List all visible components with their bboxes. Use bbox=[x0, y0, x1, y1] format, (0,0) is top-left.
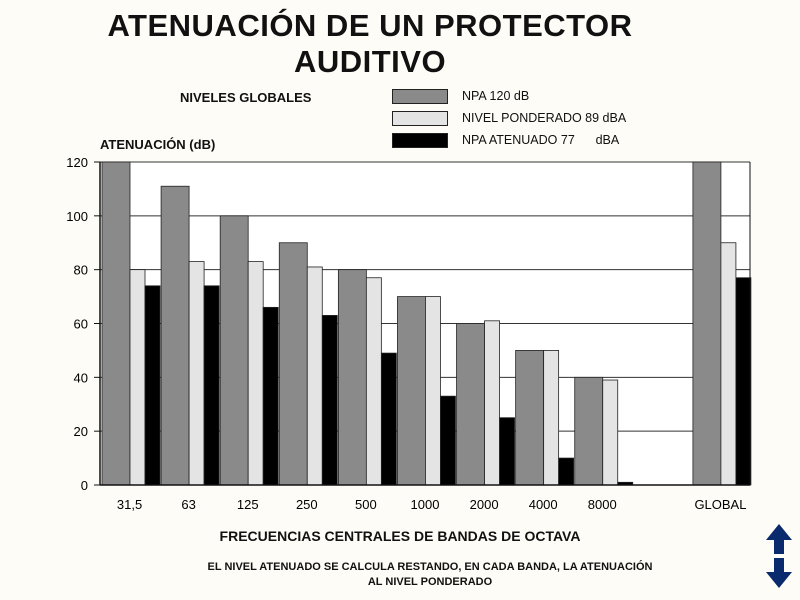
bar-2-2 bbox=[262, 306, 279, 486]
bar-0-5 bbox=[397, 296, 426, 486]
bar-1-3 bbox=[306, 266, 323, 486]
x-tick-label: 4000 bbox=[529, 497, 558, 512]
chart-title-line1: ATENUACIÓN DE UN PROTECTOR bbox=[107, 8, 633, 43]
bar-1-8 bbox=[602, 379, 619, 486]
bar-1-7 bbox=[543, 350, 560, 486]
legend-item-npa: NPA 120 dB bbox=[392, 85, 702, 107]
bar-0-1 bbox=[160, 185, 190, 486]
x-tick-label: 63 bbox=[181, 497, 195, 512]
x-tick-label: GLOBAL bbox=[694, 497, 746, 512]
bar-1-6 bbox=[484, 320, 500, 486]
x-tick-label: 500 bbox=[355, 497, 377, 512]
arrow-up-icon[interactable] bbox=[764, 522, 794, 556]
chart-title: ATENUACIÓN DE UN PROTECTOR AUDITIVO bbox=[60, 8, 680, 80]
bar-1-0 bbox=[129, 269, 146, 486]
y-tick-label: 60 bbox=[74, 317, 88, 332]
slide-navigation bbox=[764, 522, 794, 592]
bar-0-2 bbox=[219, 215, 249, 486]
legend-label-atenuado: NPA ATENUADO 77 dBA bbox=[462, 133, 620, 147]
bar-2-10 bbox=[735, 277, 752, 486]
bar-2-1 bbox=[203, 285, 220, 486]
x-tick-label: 125 bbox=[237, 497, 259, 512]
y-tick-label: 100 bbox=[66, 209, 88, 224]
bar-0-10 bbox=[692, 161, 722, 486]
x-axis-label: FRECUENCIAS CENTRALES DE BANDAS DE OCTAV… bbox=[219, 528, 581, 544]
footnote-line1: EL NIVEL ATENUADO SE CALCULA RESTANDO, E… bbox=[207, 561, 653, 573]
bar-2-3 bbox=[321, 315, 338, 486]
footnote-line2: AL NIVEL PONDERADO bbox=[367, 576, 493, 588]
bar-2-6 bbox=[499, 417, 515, 486]
legend-item-atenuado: NPA ATENUADO 77 dBA bbox=[392, 129, 702, 151]
chart-title-line2: AUDITIVO bbox=[293, 44, 447, 79]
x-tick-label: 31,5 bbox=[117, 497, 142, 512]
bar-2-0 bbox=[144, 285, 161, 486]
legend-swatch-ponderado bbox=[392, 110, 448, 126]
x-tick-label: 250 bbox=[296, 497, 318, 512]
x-tick-label: 2000 bbox=[470, 497, 499, 512]
x-tick-label: 1000 bbox=[411, 497, 440, 512]
y-tick-label: 120 bbox=[66, 155, 88, 170]
y-tick-label: 0 bbox=[81, 478, 88, 493]
y-tick-label: 40 bbox=[74, 370, 88, 385]
legend-label-npa: NPA 120 dB bbox=[462, 89, 530, 103]
legend: NPA 120 dB NIVEL PONDERADO 89 dBA NPA AT… bbox=[392, 85, 702, 151]
legend-group-label: NIVELES GLOBALES bbox=[180, 90, 312, 105]
bar-0-3 bbox=[278, 242, 308, 486]
bar-1-10 bbox=[720, 242, 737, 486]
legend-swatch-npa bbox=[392, 88, 448, 104]
bar-0-4 bbox=[337, 269, 367, 486]
bar-0-8 bbox=[574, 376, 604, 486]
bar-1-1 bbox=[188, 261, 205, 486]
bar-2-7 bbox=[558, 457, 575, 486]
bar-1-4 bbox=[365, 277, 382, 486]
bar-1-5 bbox=[425, 296, 441, 486]
bar-2-5 bbox=[440, 395, 456, 486]
bar-0-6 bbox=[456, 323, 485, 486]
bar-1-2 bbox=[247, 261, 264, 486]
y-tick-label: 80 bbox=[74, 263, 88, 278]
legend-label-ponderado: NIVEL PONDERADO 89 dBA bbox=[462, 111, 627, 125]
legend-item-ponderado: NIVEL PONDERADO 89 dBA bbox=[392, 107, 702, 129]
arrow-down-icon[interactable] bbox=[764, 556, 794, 590]
y-axis-label: ATENUACIÓN (dB) bbox=[100, 137, 216, 152]
x-tick-label: 8000 bbox=[588, 497, 617, 512]
bar-2-4 bbox=[380, 352, 397, 486]
y-tick-label: 20 bbox=[74, 424, 88, 439]
legend-swatch-atenuado bbox=[392, 132, 448, 148]
footnote: EL NIVEL ATENUADO SE CALCULA RESTANDO, E… bbox=[110, 560, 750, 590]
bar-0-0 bbox=[101, 161, 131, 486]
bar-0-7 bbox=[515, 350, 545, 486]
